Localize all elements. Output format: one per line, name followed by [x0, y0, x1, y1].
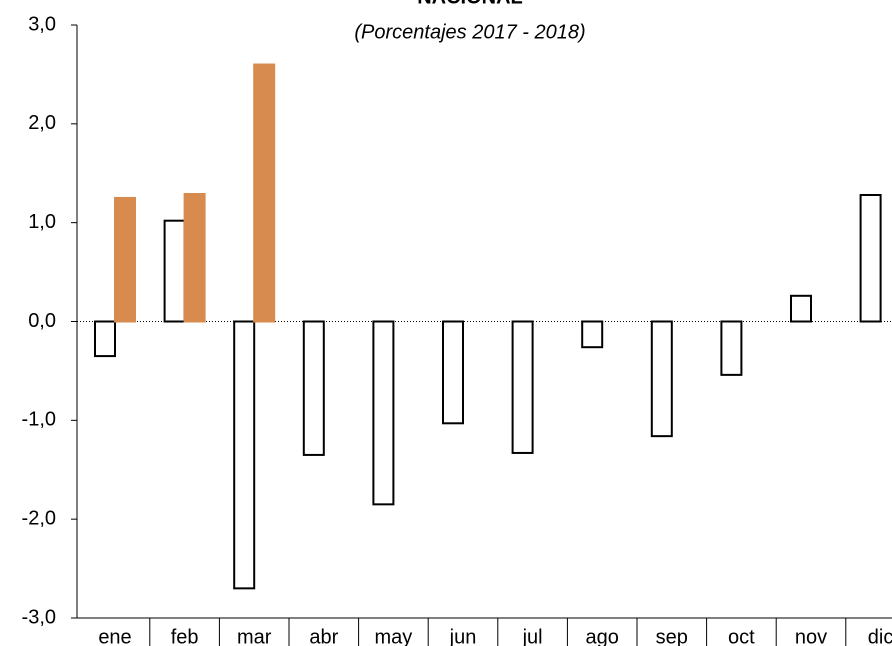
bar — [859, 193, 882, 323]
bar — [183, 193, 206, 323]
chart-title: NACIONAL — [417, 0, 523, 8]
y-tick-label: 3,0 — [28, 13, 56, 35]
x-tick-label: feb — [171, 626, 199, 646]
x-tick-label: dic — [868, 626, 892, 646]
bar — [650, 320, 673, 438]
bar — [790, 294, 812, 323]
x-tick-label: oct — [728, 626, 755, 646]
x-tick-label: mar — [237, 626, 272, 646]
bar — [114, 196, 136, 323]
chart-subtitle: (Porcentajes 2017 - 2018) — [354, 21, 585, 43]
y-tick-label: 1,0 — [28, 211, 56, 233]
x-tick-label: may — [375, 626, 413, 646]
x-tick-label: jun — [449, 626, 477, 646]
bar — [94, 320, 116, 358]
x-tick-label: ago — [586, 626, 619, 646]
x-tick-label: ene — [98, 626, 131, 646]
y-tick-label: -2,0 — [22, 507, 56, 529]
bar — [372, 320, 395, 506]
bar — [302, 320, 325, 456]
bar — [720, 320, 743, 376]
y-tick-label: 0,0 — [28, 310, 56, 332]
x-tick-label: abr — [309, 626, 338, 646]
bar — [442, 320, 464, 425]
y-tick-label: 2,0 — [28, 112, 56, 134]
bar — [581, 320, 604, 349]
y-tick-label: -1,0 — [22, 409, 56, 431]
bar — [253, 63, 276, 323]
bar — [163, 219, 186, 323]
bar — [511, 320, 534, 454]
x-tick-label: sep — [656, 626, 688, 646]
x-tick-label: jul — [522, 626, 543, 646]
bar — [233, 320, 256, 590]
y-tick-label: -3,0 — [22, 606, 56, 628]
x-tick-label: nov — [795, 626, 827, 646]
